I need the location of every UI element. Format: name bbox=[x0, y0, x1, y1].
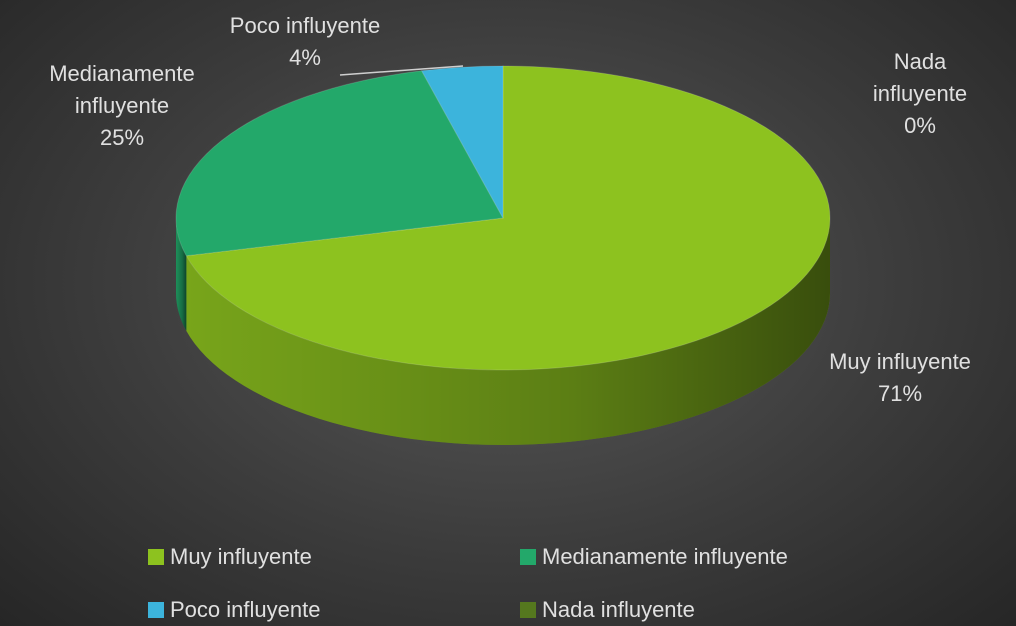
legend-label: Muy influyente bbox=[170, 544, 312, 569]
pie-slice bbox=[185, 65, 831, 446]
data-label-name: Poco influyente bbox=[229, 13, 381, 38]
data-label-name: Muy influyente bbox=[829, 349, 971, 374]
data-label-name: Nada influyente bbox=[872, 49, 968, 106]
legend-swatch bbox=[148, 549, 164, 565]
pie-slice bbox=[420, 65, 504, 219]
data-label: Medianamente influyente 25% bbox=[2, 58, 242, 154]
slice-top bbox=[420, 65, 504, 219]
data-label: Nada influyente 0% bbox=[855, 46, 985, 142]
legend-label: Poco influyente bbox=[170, 597, 321, 622]
data-label-value: 4% bbox=[289, 45, 321, 70]
legend-label: Medianamente influyente bbox=[542, 544, 788, 569]
data-label-name: Medianamente influyente bbox=[49, 61, 195, 118]
slice-top bbox=[185, 65, 831, 371]
pie-slice bbox=[175, 70, 504, 331]
legend-item: Medianamente influyente bbox=[520, 544, 788, 570]
legend-swatch bbox=[520, 602, 536, 618]
legend-item: Nada influyente bbox=[520, 597, 695, 623]
legend-swatch bbox=[148, 602, 164, 618]
data-label-value: 0% bbox=[904, 113, 936, 138]
data-label-value: 25% bbox=[99, 125, 145, 150]
leader-line bbox=[339, 65, 464, 76]
legend-item: Poco influyente bbox=[148, 597, 320, 623]
slice-side-shade bbox=[186, 218, 830, 446]
data-label: Muy influyente 71% bbox=[780, 346, 1016, 410]
legend-item: Muy influyente bbox=[148, 544, 312, 570]
data-label: Poco influyente 4% bbox=[185, 10, 425, 74]
slice-side-shade bbox=[176, 218, 187, 331]
legend-swatch bbox=[520, 549, 536, 565]
slice-top bbox=[175, 70, 504, 257]
legend-label: Nada influyente bbox=[542, 597, 695, 622]
data-label-value: 71% bbox=[877, 381, 923, 406]
